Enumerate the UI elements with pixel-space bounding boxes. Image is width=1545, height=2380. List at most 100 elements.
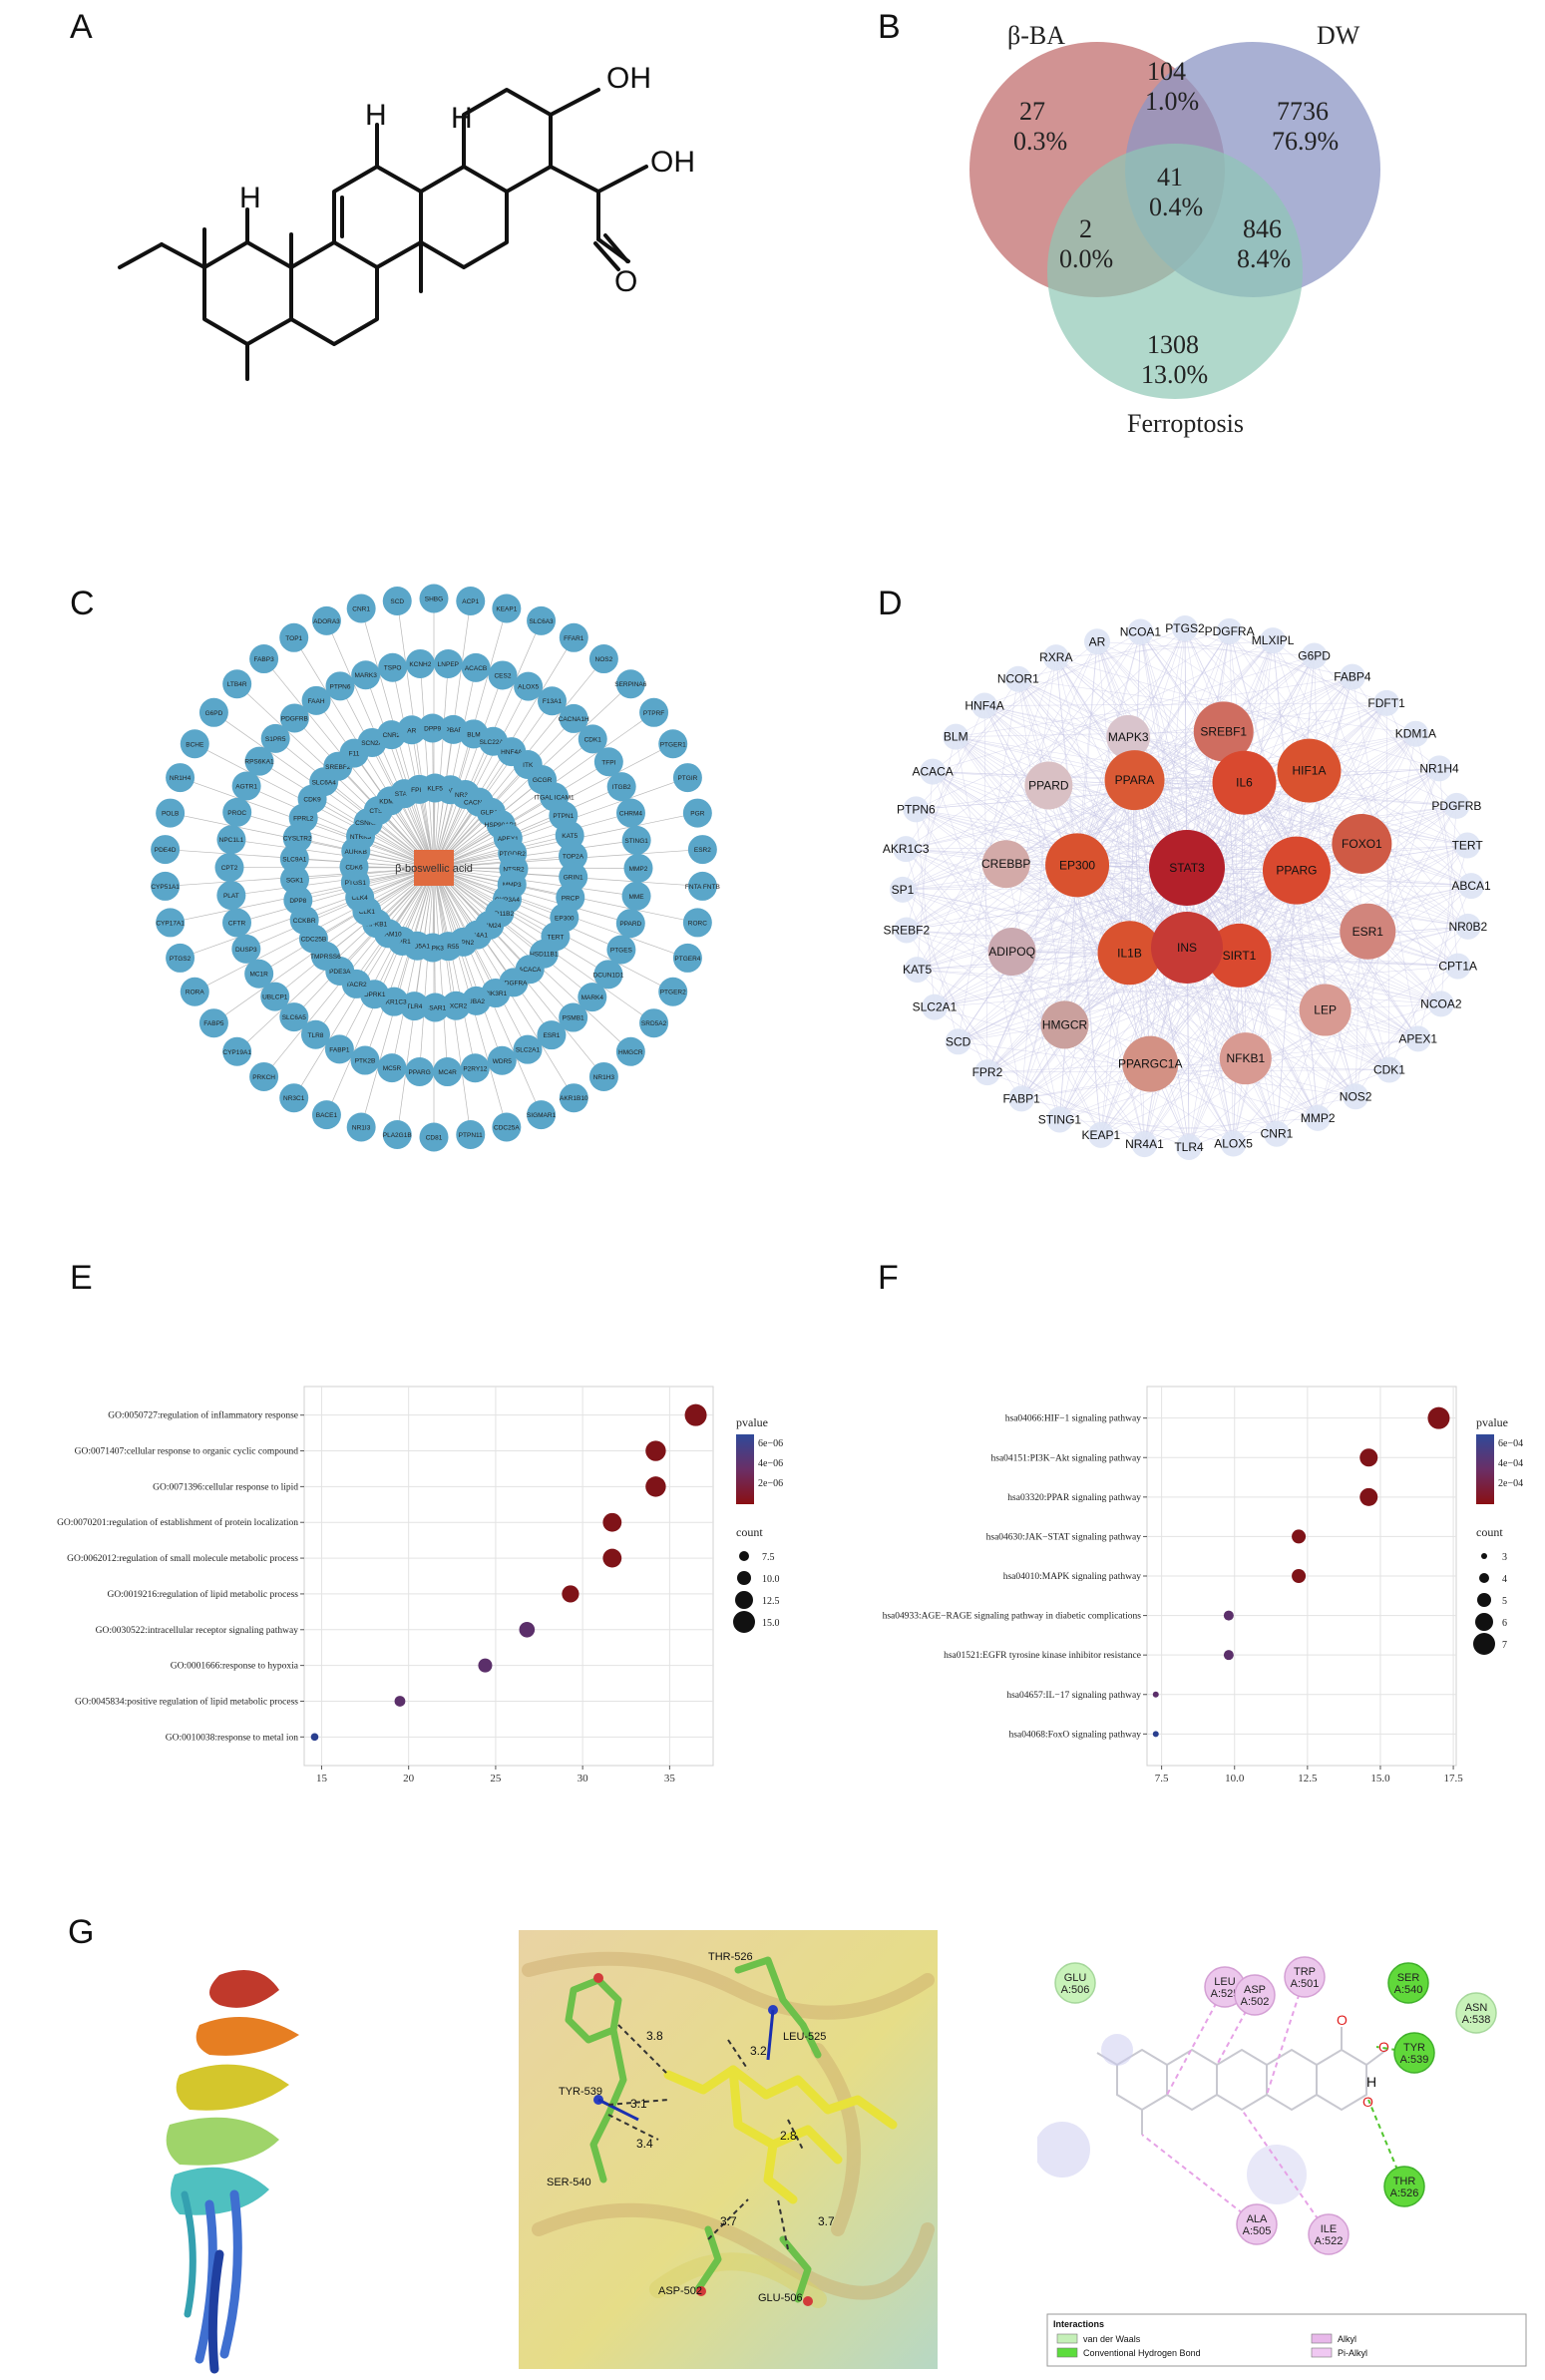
venn-diagram: β-BA DW Ferroptosis 27 0.3% 104 1.0% 773… [969,21,1380,438]
ppi-node-label: NR1H4 [1419,761,1459,775]
venn-label-set1: β-BA [1007,21,1065,50]
target-node-acacb: ACACB [461,652,491,682]
target-node-label: SLC6A5 [282,1014,307,1021]
target-node-label: PRCP [562,895,579,902]
residue-id: A:525 [1211,1988,1240,2000]
target-node-label: ADAM10 [376,931,402,938]
target-node-hmgcr: HMGCR [615,1036,645,1066]
target-node-mc4r: MC4R [433,1057,463,1087]
enrichment-dot [602,1512,622,1532]
target-node-agtr1: AGTR1 [231,771,261,801]
term-label: hsa03320:PPAR signaling pathway [1007,1493,1141,1503]
ppi-node-label: NR0B2 [1448,920,1487,934]
protein-cartoon-structure [166,1970,299,2374]
target-node-label: STING1 [624,838,648,845]
venn-count-only3: 1308 [1147,330,1199,359]
target-node-label: MMP2 [629,866,648,873]
residue-name: ILE [1321,2223,1338,2235]
target-node-label: CYP3A4 [495,897,520,904]
target-node-label: NTRK3 [350,834,372,841]
target-node-label: PTPN11 [459,1132,483,1139]
ppi-hub-label: HIF1A [1292,764,1326,778]
ppi-node-ptpn6: PTPN6 [897,796,936,823]
target-node-mc1r: MC1R [244,959,274,989]
ppi-node-label: FPR2 [972,1065,1003,1079]
legend-pvalue-tick: 6e−04 [1498,1438,1523,1449]
target-node-label: TLR8 [308,1032,324,1039]
ppi-hub-label: INS [1177,941,1197,955]
go-enrichment-dotplot: 15 20 25 30 35 GO:0050727:regulation of infla… [57,1386,783,1785]
distance-label: 2.8 [780,2129,797,2143]
term-label: GO:0070201:regulation of establishment o… [57,1517,298,1528]
ppi-hub-node-ep300: EP300 [1045,833,1110,898]
target-node-label: BCHE [186,741,204,748]
enrichment-dot [1152,1691,1159,1698]
residue-name: TRP [1294,1966,1316,1978]
ppi-node-kdm1a: KDM1A [1395,720,1436,747]
enrichment-dot [310,1733,319,1742]
ppi-node-blm: BLM [943,723,969,750]
enrichment-dot [1359,1487,1378,1506]
legend-count-value: 6 [1502,1618,1507,1629]
residue-name: SER [1397,1972,1420,1984]
legend-count-dot [1479,1573,1489,1583]
target-node-sigmar1: SIGMAR1 [527,1100,557,1130]
residue-name: GLU [1064,1972,1087,1984]
target-node-label: BACE1 [316,1112,338,1119]
ppi-node-label: PDGFRB [1431,799,1481,813]
target-node-label: SGK1 [286,877,304,884]
legend-pvalue-tick: 2e−04 [1498,1478,1523,1489]
target-node-label: GCGR [533,777,553,784]
term-label: GO:0062012:regulation of small molecule … [67,1553,298,1564]
ppi-node-ncor1: NCOR1 [997,665,1039,692]
ppi-node-label: ABCA1 [1451,879,1491,893]
target-node-psmb1: PSMB1 [559,1002,588,1032]
target-node-f13a1: F13A1 [538,686,568,716]
target-node-pdgfrb: PDGFRB [279,703,309,733]
target-node-label: TFPI [601,759,615,766]
ppi-node-nos2: NOS2 [1340,1083,1372,1110]
residue-id: A:501 [1291,1978,1320,1990]
ppi-node-fdft1: FDFT1 [1367,689,1405,716]
target-node-label: CLK4 [352,895,369,902]
ppi-node-fabp4: FABP4 [1334,663,1371,690]
target-node-label: SREBF2 [325,764,351,771]
ppi-node-g6pd: G6PD [1298,642,1331,669]
target-node-label: FAAH [308,698,325,705]
panel-label-c: C [70,585,95,622]
ppi-node-ptgs2: PTGS2 [1165,615,1205,642]
ppi-hub-label: ADIPOQ [988,945,1035,959]
target-node-label: EP300 [555,915,575,922]
ppi-node-label: BLM [944,730,968,744]
target-node-label: BLM [467,731,480,738]
term-label: hsa04151:PI3K−Akt signaling pathway [991,1453,1142,1463]
panel-label-d: D [878,585,903,622]
ppi-node-sp1: SP1 [890,876,917,903]
target-node-faah: FAAH [301,685,331,715]
target-node-label: SERPINA6 [614,681,647,688]
target-node-ptgir: PTGIR [672,763,702,793]
target-node-ptger4: PTGER4 [672,943,702,973]
residue-label-leu525: LEU-525 [783,2031,826,2043]
target-node-cyp19a1: CYP19A1 [222,1036,251,1066]
ppi-hub-node-ppargc1a: PPARGC1A [1118,1035,1182,1092]
target-node-nos2: NOS2 [588,644,618,674]
ppi-node-label: AKR1C3 [883,842,930,856]
legend-pvalue-tick: 4e−06 [758,1458,783,1469]
ppi-node-label: CPT1A [1438,960,1477,974]
target-node-esr2: ESR2 [687,835,717,865]
target-node-label: PGR [690,811,704,818]
target-node-label: SLC22A6 [480,739,508,746]
target-node-slc6a5: SLC6A5 [279,1002,309,1032]
target-node-label: TLR4 [407,1003,423,1010]
target-node-ptges: PTGES [606,935,636,965]
target-node-pla2g1b: PLA2G1B [382,1119,412,1149]
target-node-label: ITK [523,762,534,769]
ppi-node-mlxipl: MLXIPL [1252,627,1295,654]
residue-name: ASP [1244,1984,1266,1996]
target-node-label: CLK1 [359,909,376,916]
target-node-mc5r: MC5R [377,1053,407,1083]
drug-target-network: SHBG ACP1 KEAP1 SLC6A3 FFAR1 NOS2 SERPINA6 PTPR… [151,584,720,1152]
